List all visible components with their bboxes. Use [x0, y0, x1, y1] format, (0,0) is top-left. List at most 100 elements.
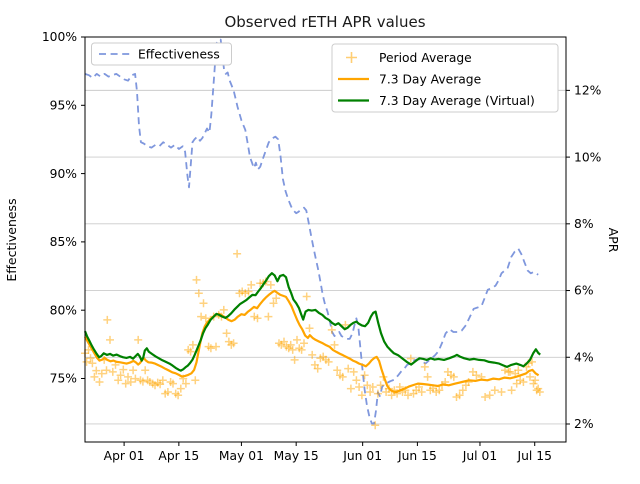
right-tick-label: 2%	[574, 417, 594, 431]
plus-marker	[86, 354, 95, 363]
plus-marker	[181, 379, 190, 388]
plus-marker	[192, 275, 201, 284]
plus-marker	[121, 379, 130, 388]
plus-marker	[92, 366, 101, 375]
plus-marker	[206, 344, 215, 353]
plus-marker	[95, 378, 104, 386]
plus-marker	[169, 379, 177, 388]
plus-marker	[404, 391, 412, 400]
plus-marker	[197, 312, 206, 321]
plus-marker	[233, 249, 242, 258]
plus-marker	[371, 421, 380, 430]
data-series	[81, 38, 544, 430]
plus-marker	[485, 391, 494, 400]
plus-marker	[531, 376, 540, 385]
plus-marker	[352, 376, 361, 385]
plus-marker	[514, 366, 523, 375]
plus-marker	[131, 374, 140, 383]
period-average-scatter	[81, 249, 544, 430]
plus-marker	[134, 335, 143, 344]
plus-marker	[481, 393, 490, 401]
plus-marker	[176, 384, 185, 393]
plus-marker	[313, 364, 322, 373]
left-tick-label: 80%	[50, 303, 77, 317]
plus-marker	[288, 345, 297, 354]
plus-marker	[158, 376, 167, 385]
plus-marker	[102, 366, 111, 375]
plus-marker	[455, 391, 464, 400]
plus-marker	[387, 391, 396, 400]
plus-marker	[360, 371, 369, 380]
right-tick-label: 12%	[574, 84, 601, 98]
plus-marker	[519, 378, 528, 386]
plus-marker	[420, 362, 429, 371]
plus-marker	[297, 345, 306, 354]
plus-marker	[229, 339, 238, 348]
plus-marker	[363, 381, 372, 390]
plus-marker	[188, 340, 197, 349]
plus-marker	[349, 367, 358, 376]
right-axis-label: APR	[606, 228, 621, 253]
plus-marker-icon	[346, 52, 357, 63]
plus-marker	[116, 371, 125, 380]
effectiveness-line	[84, 38, 539, 425]
plus-marker	[269, 299, 278, 308]
plus-marker	[290, 355, 299, 364]
plus-marker	[417, 388, 426, 396]
plus-marker	[201, 314, 210, 323]
plus-marker	[280, 337, 288, 346]
plus-marker	[300, 339, 308, 348]
plus-marker	[497, 388, 506, 396]
legend-effectiveness-box	[91, 42, 232, 66]
x-tick-label: May 01	[219, 449, 264, 463]
day-average-line	[84, 289, 540, 394]
plus-marker	[114, 376, 123, 385]
plus-marker	[330, 340, 339, 349]
left-tick-label: 95%	[50, 98, 77, 112]
plus-marker	[406, 354, 415, 363]
plus-marker	[286, 340, 295, 349]
x-tick-label: Apr 15	[158, 449, 199, 463]
plus-marker	[355, 383, 364, 391]
plus-marker	[199, 299, 208, 308]
left-axis-label: Effectiveness	[4, 198, 19, 281]
plus-marker	[357, 391, 366, 400]
plus-marker	[368, 383, 377, 391]
right-tick-label: 6%	[574, 284, 594, 298]
plus-marker	[308, 350, 317, 359]
plus-marker	[366, 388, 375, 396]
plus-marker	[507, 386, 516, 395]
legend-day-average-virtual-label: 7.3 Day Average (Virtual)	[379, 94, 535, 108]
plus-marker	[266, 280, 275, 289]
plus-marker	[333, 366, 342, 375]
plus-marker	[449, 372, 458, 381]
x-tick-label: Apr 01	[104, 449, 145, 463]
plus-marker	[163, 388, 172, 396]
plus-marker	[526, 372, 534, 381]
x-tick-label: Jul 15	[517, 449, 552, 463]
left-tick-label: 85%	[50, 235, 77, 249]
plus-marker	[84, 345, 93, 354]
plus-marker	[327, 325, 336, 334]
plus-marker	[302, 292, 311, 301]
plus-marker	[82, 357, 91, 366]
plus-marker	[108, 367, 117, 376]
plot-border	[84, 36, 567, 443]
plus-marker	[124, 372, 132, 381]
plus-marker	[253, 314, 262, 323]
left-tick-label: 75%	[50, 372, 77, 386]
legend-series-box	[331, 43, 559, 113]
gridlines	[85, 89, 566, 425]
plus-marker	[272, 294, 281, 303]
right-tick-label: 8%	[574, 217, 594, 231]
x-tick-label: May 15	[274, 449, 319, 463]
plus-marker	[126, 378, 135, 386]
plus-marker	[458, 386, 467, 395]
plus-marker	[264, 312, 273, 321]
plus-marker	[338, 372, 347, 381]
plus-marker	[346, 384, 355, 393]
plus-marker	[191, 376, 200, 385]
plus-marker	[373, 389, 382, 398]
plus-marker	[106, 335, 114, 344]
plus-marker	[376, 381, 385, 390]
